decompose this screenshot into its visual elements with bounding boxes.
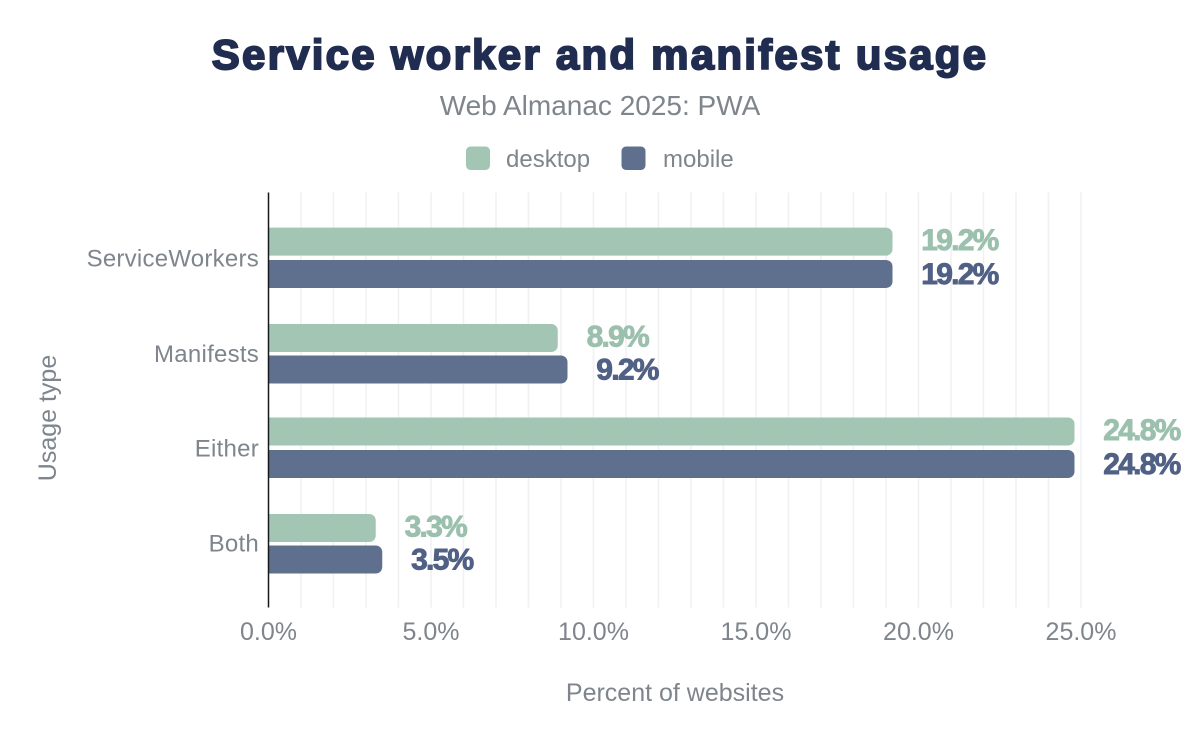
svg-text:desktop: desktop (506, 146, 590, 173)
svg-text:5.0%: 5.0% (403, 618, 460, 646)
svg-text:Percent of websites: Percent of websites (566, 679, 784, 707)
svg-text:20.0%: 20.0% (883, 618, 954, 646)
svg-text:3.3%: 3.3% (405, 510, 467, 543)
svg-text:19.2%: 19.2% (921, 258, 998, 291)
svg-text:0.0%: 0.0% (240, 618, 297, 646)
svg-text:Web Almanac 2025: PWA: Web Almanac 2025: PWA (440, 90, 761, 121)
svg-text:8.9%: 8.9% (587, 320, 649, 353)
svg-text:Usage type: Usage type (34, 355, 62, 481)
svg-text:Service worker and manifest us: Service worker and manifest usage (212, 31, 989, 78)
svg-text:15.0%: 15.0% (721, 618, 792, 646)
svg-text:Both: Both (209, 531, 259, 558)
svg-text:19.2%: 19.2% (921, 224, 998, 257)
svg-text:9.2%: 9.2% (596, 353, 658, 386)
svg-text:25.0%: 25.0% (1046, 618, 1117, 646)
svg-text:10.0%: 10.0% (558, 618, 629, 646)
svg-text:Either: Either (195, 435, 259, 462)
svg-text:mobile: mobile (663, 146, 734, 173)
svg-text:3.5%: 3.5% (411, 543, 473, 576)
svg-text:24.8%: 24.8% (1103, 448, 1180, 481)
svg-text:ServiceWorkers: ServiceWorkers (87, 245, 259, 272)
svg-text:24.8%: 24.8% (1103, 414, 1180, 447)
svg-text:Manifests: Manifests (154, 341, 259, 368)
